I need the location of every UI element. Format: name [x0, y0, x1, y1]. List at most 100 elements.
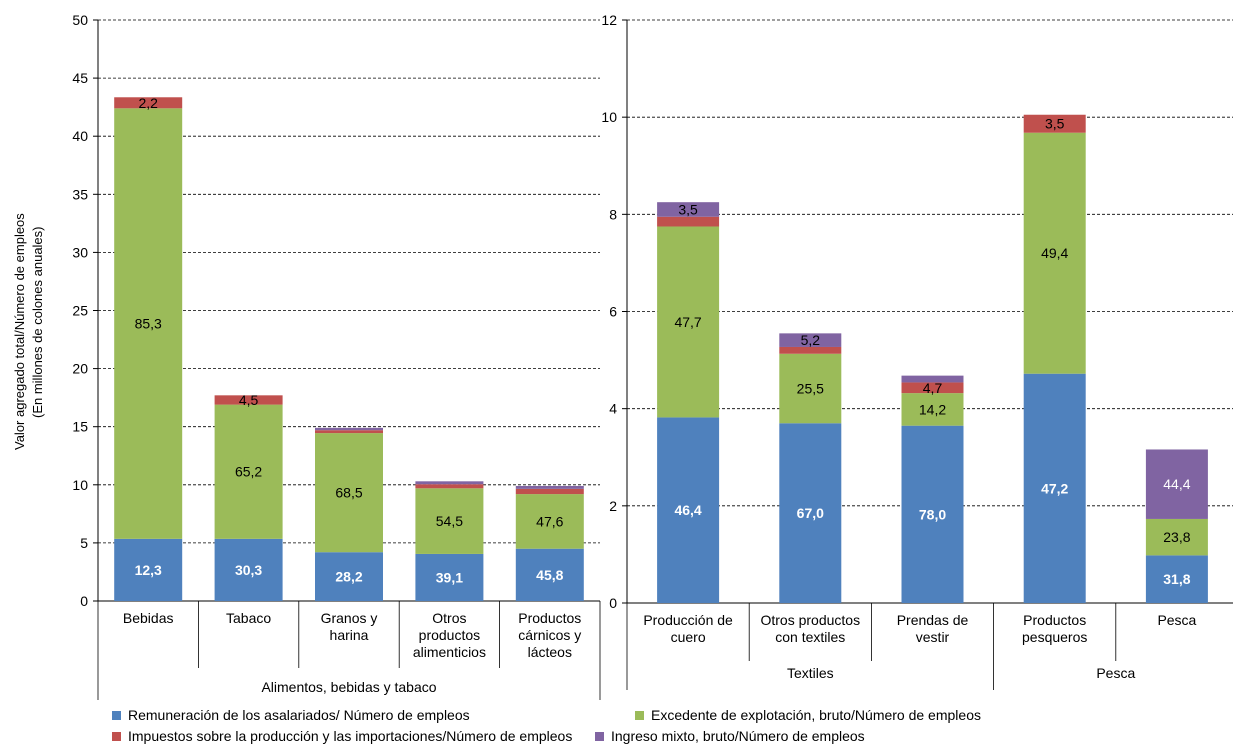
- x-tick-label-right-1-1: con textiles: [775, 629, 845, 645]
- x-tick-label-right-3-0: Productos: [1023, 612, 1086, 628]
- legend-item-excedente: Excedente de explotación, bruto/Número d…: [635, 707, 981, 723]
- data-label-right-2-remuneracion: 78,0: [919, 506, 946, 522]
- x-tick-label-right-4-0: Pesca: [1157, 612, 1196, 628]
- data-label-right-3-remuneracion: 47,2: [1041, 480, 1068, 496]
- bar-left-2-mixto: [315, 427, 383, 431]
- bar-right-4-mixto: [1145, 449, 1208, 519]
- bar-left-4-impuestos: [515, 488, 584, 495]
- y-tick-label-right-6: 6: [609, 304, 617, 320]
- y-tick-label-left-20: 20: [72, 361, 88, 377]
- bar-left-3-mixto: [415, 481, 484, 485]
- x-tick-label-left-4-2: lácteos: [528, 644, 572, 660]
- group-label-right-1: Pesca: [1096, 665, 1135, 681]
- bar-right-1-impuestos: [779, 346, 842, 354]
- data-label-left-0-impuestos: 2,2: [138, 95, 158, 111]
- bar-right-1-excedente: [779, 353, 842, 424]
- x-tick-label-right-2-1: vestir: [916, 629, 950, 645]
- bar-left-4-excedente: [515, 494, 584, 549]
- x-tick-label-right-0-1: cuero: [671, 629, 706, 645]
- x-tick-label-left-1-0: Tabaco: [226, 610, 271, 626]
- y-tick-label-left-45: 45: [72, 70, 88, 86]
- x-tick-label-right-2-0: Prendas de: [897, 612, 969, 628]
- x-tick-label-right-3-1: pesqueros: [1022, 629, 1087, 645]
- x-tick-label-left-3-0: Otros: [432, 610, 466, 626]
- bar-left-1-excedente: [214, 404, 283, 539]
- y-tick-label-right-10: 10: [601, 109, 617, 125]
- bar-right-0-remuneracion: [657, 417, 720, 603]
- bar-left-4-remuneracion: [515, 548, 584, 601]
- bar-left-1-remuneracion: [214, 538, 283, 601]
- bar-left-2-excedente: [315, 433, 383, 553]
- left-y-axis-title-line1: Valor agregado total/Número de empleos: [12, 213, 27, 450]
- legend-item-impuestos: Impuestos sobre la producción y las impo…: [112, 728, 572, 744]
- data-label-right-4-mixto: 44,4: [1163, 476, 1190, 492]
- bar-left-2-remuneracion: [315, 552, 383, 601]
- y-tick-label-right-12: 12: [601, 12, 617, 28]
- x-tick-label-left-4-0: Productos: [518, 610, 581, 626]
- bar-right-3-impuestos: [1023, 114, 1086, 133]
- x-tick-label-right-1-0: Otros productos: [760, 612, 860, 628]
- y-tick-label-left-5: 5: [80, 535, 88, 551]
- bar-right-2-impuestos: [901, 382, 964, 394]
- legend-item-remuneracion: Remuneración de los asalariados/ Número …: [112, 707, 470, 723]
- data-label-left-1-excedente: 65,2: [235, 464, 262, 480]
- x-tick-label-left-2-1: harina: [330, 627, 369, 643]
- data-label-right-0-remuneracion: 46,4: [674, 502, 701, 518]
- y-tick-label-right-8: 8: [609, 206, 617, 222]
- data-label-right-2-excedente: 14,2: [919, 401, 946, 417]
- x-tick-label-left-4-1: cárnicos y: [518, 627, 581, 643]
- bar-right-1-remuneracion: [779, 423, 842, 603]
- data-label-left-4-excedente: 47,6: [536, 513, 563, 529]
- data-label-right-3-impuestos: 3,5: [1045, 116, 1065, 132]
- legend-swatch-mixto: [595, 731, 604, 741]
- group-label-left: Alimentos, bebidas y tabaco: [261, 679, 436, 695]
- bar-left-1-impuestos: [214, 395, 283, 405]
- y-tick-label-left-50: 50: [72, 12, 88, 28]
- y-tick-label-left-40: 40: [72, 128, 88, 144]
- y-tick-label-left-15: 15: [72, 419, 88, 435]
- data-label-right-4-remuneracion: 31,8: [1163, 571, 1190, 587]
- data-label-left-2-excedente: 68,5: [335, 485, 362, 501]
- left-y-axis-title: Valor agregado total/Número de empleos (…: [8, 150, 68, 450]
- data-label-left-3-excedente: 54,5: [436, 513, 463, 529]
- data-label-right-0-mixto: 3,5: [678, 201, 698, 217]
- legend: Remuneración de los asalariados/ Número …: [112, 707, 1212, 747]
- y-tick-label-right-4: 4: [609, 401, 617, 417]
- x-tick-label-left-3-1: productos: [419, 627, 480, 643]
- data-label-right-1-excedente: 25,5: [797, 381, 824, 397]
- data-label-left-0-remuneracion: 12,3: [135, 562, 162, 578]
- data-label-left-0-excedente: 85,3: [135, 316, 162, 332]
- bar-right-3-excedente: [1023, 132, 1086, 374]
- bar-left-3-excedente: [415, 488, 484, 554]
- data-label-left-3-remuneracion: 39,1: [436, 569, 463, 585]
- legend-swatch-impuestos: [112, 731, 121, 741]
- left-y-axis-title-line2: (En millones de colones anuales): [30, 226, 45, 419]
- data-label-right-1-mixto: 5,2: [801, 332, 821, 348]
- y-tick-label-left-35: 35: [72, 186, 88, 202]
- bar-left-0-remuneracion: [114, 538, 183, 601]
- bar-left-4-mixto: [515, 485, 584, 489]
- data-label-left-2-remuneracion: 28,2: [335, 569, 362, 585]
- bar-right-4-excedente: [1145, 518, 1208, 556]
- legend-label-impuestos: Impuestos sobre la producción y las impo…: [128, 728, 573, 744]
- legend-label-excedente: Excedente de explotación, bruto/Número d…: [651, 707, 981, 723]
- bar-right-2-excedente: [901, 393, 964, 426]
- y-tick-label-left-0: 0: [80, 593, 88, 609]
- y-tick-label-left-10: 10: [72, 477, 88, 493]
- x-tick-label-left-0-0: Bebidas: [123, 610, 174, 626]
- data-label-left-1-impuestos: 4,5: [239, 392, 259, 408]
- y-tick-label-left-30: 30: [72, 244, 88, 260]
- data-label-right-3-excedente: 49,4: [1041, 245, 1068, 261]
- y-tick-label-left-25: 25: [72, 303, 88, 319]
- data-label-right-2-impuestos: 4,7: [923, 380, 943, 396]
- legend-swatch-excedente: [635, 710, 644, 720]
- group-label-right-0: Textiles: [787, 665, 834, 681]
- bar-right-0-mixto: [657, 202, 720, 217]
- legend-swatch-remuneracion: [112, 710, 121, 720]
- legend-label-remuneracion: Remuneración de los asalariados/ Número …: [128, 707, 470, 723]
- bar-right-3-remuneracion: [1023, 373, 1086, 603]
- y-tick-label-right-2: 2: [609, 498, 617, 514]
- bar-right-1-mixto: [779, 333, 842, 347]
- legend-label-mixto: Ingreso mixto, bruto/Número de empleos: [611, 728, 865, 744]
